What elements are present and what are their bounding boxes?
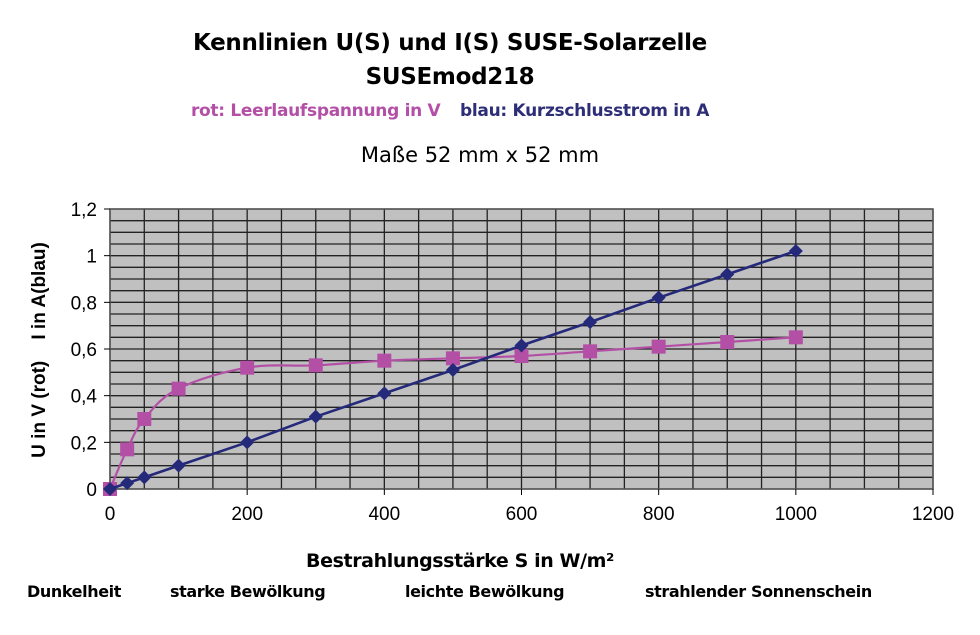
y-tick-label: 0,8 <box>71 293 97 314</box>
diamond-marker <box>377 386 392 401</box>
diamond-marker <box>240 435 255 450</box>
square-marker <box>171 381 186 396</box>
x-tick-label: 800 <box>643 504 675 525</box>
square-marker <box>788 330 803 345</box>
y-tick-label: 1,2 <box>71 200 97 221</box>
x-axis-label: Bestrahlungsstärke S in W/m² <box>306 550 614 572</box>
x-tick-label: 1000 <box>775 504 817 525</box>
chart-title-line2: SUSEmod218 <box>365 64 535 90</box>
diamond-marker <box>720 267 735 282</box>
square-marker <box>514 349 529 363</box>
y-tick-label: 1 <box>86 247 97 268</box>
diamond-marker <box>651 290 666 305</box>
legend-red-series: rot: Leerlaufspannung in V <box>190 101 441 121</box>
y-tick-label: 0,6 <box>71 340 97 361</box>
square-marker <box>720 335 735 349</box>
square-marker <box>445 351 460 366</box>
x-tick-label: 400 <box>368 504 400 525</box>
square-marker <box>240 360 255 375</box>
y-tick-label: 0,2 <box>71 433 97 454</box>
condition-label: starke Bewölkung <box>170 582 326 601</box>
legend-subtitle: rot: Leerlaufspannung in V blau: Kurzsch… <box>0 101 900 121</box>
cell-dimensions: Maße 52 mm x 52 mm <box>360 143 600 167</box>
y-tick-label: 0,4 <box>71 387 98 408</box>
diamond-marker <box>583 315 598 330</box>
x-tick-label: 600 <box>506 504 538 525</box>
diamond-marker <box>308 409 323 424</box>
square-marker <box>583 344 598 359</box>
diamond-marker <box>171 458 186 473</box>
diamond-marker <box>788 244 803 258</box>
square-marker <box>651 339 666 354</box>
x-tick-label: 1200 <box>912 504 954 525</box>
square-marker <box>377 353 392 368</box>
condition-label: strahlender Sonnenschein <box>645 582 872 601</box>
diamond-marker <box>514 338 529 353</box>
condition-label: Dunkelheit <box>27 582 121 601</box>
square-marker <box>120 442 135 457</box>
x-tick-label: 200 <box>231 504 263 525</box>
y-axis-label: U in V (rot) I in A(blau) <box>29 242 50 458</box>
diamond-marker <box>103 482 117 496</box>
condition-label: leichte Bewölkung <box>405 582 565 601</box>
x-tick-label: 0 <box>105 504 116 525</box>
legend-blue-series: blau: Kurzschlusstrom in A <box>460 101 710 121</box>
square-marker <box>137 412 152 426</box>
square-marker <box>308 358 323 373</box>
y-tick-label: 0 <box>86 480 97 501</box>
chart-title-line1: Kennlinien U(S) und I(S) SUSE-Solarzelle <box>193 30 707 56</box>
diamond-marker <box>120 476 135 491</box>
diamond-marker <box>445 363 460 377</box>
diamond-marker <box>137 470 152 485</box>
